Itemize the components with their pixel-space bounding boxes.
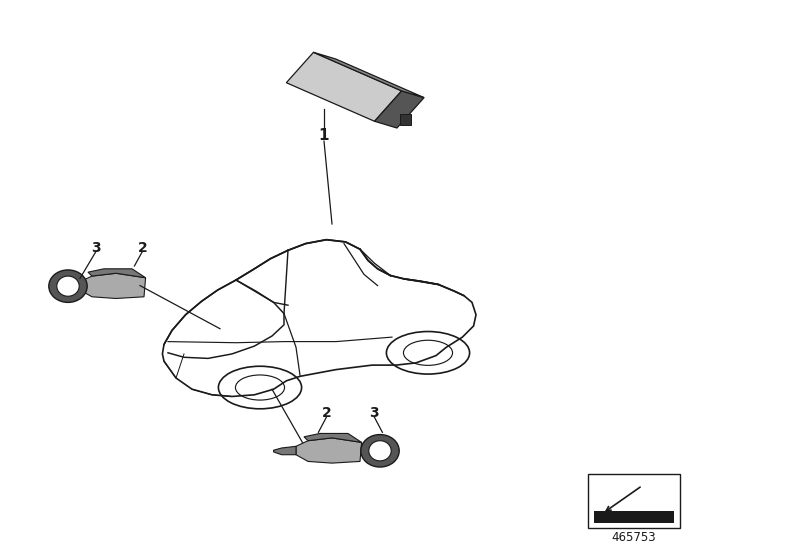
Polygon shape: [80, 273, 146, 298]
Polygon shape: [58, 282, 80, 290]
Polygon shape: [304, 433, 362, 442]
Ellipse shape: [57, 276, 79, 296]
Text: 2: 2: [138, 241, 147, 255]
Ellipse shape: [49, 270, 87, 302]
Text: 3: 3: [370, 407, 379, 420]
Polygon shape: [88, 269, 146, 278]
Polygon shape: [400, 114, 411, 125]
Bar: [588, 474, 680, 528]
Ellipse shape: [369, 441, 391, 461]
Text: 465753: 465753: [612, 531, 656, 544]
Polygon shape: [296, 438, 362, 463]
Text: 2: 2: [322, 407, 331, 420]
Polygon shape: [374, 91, 424, 128]
Text: 1: 1: [318, 128, 330, 143]
Bar: [594, 511, 674, 523]
Ellipse shape: [361, 435, 399, 467]
Polygon shape: [274, 446, 296, 455]
Polygon shape: [314, 52, 424, 97]
Text: 3: 3: [91, 241, 101, 255]
Polygon shape: [286, 52, 402, 122]
